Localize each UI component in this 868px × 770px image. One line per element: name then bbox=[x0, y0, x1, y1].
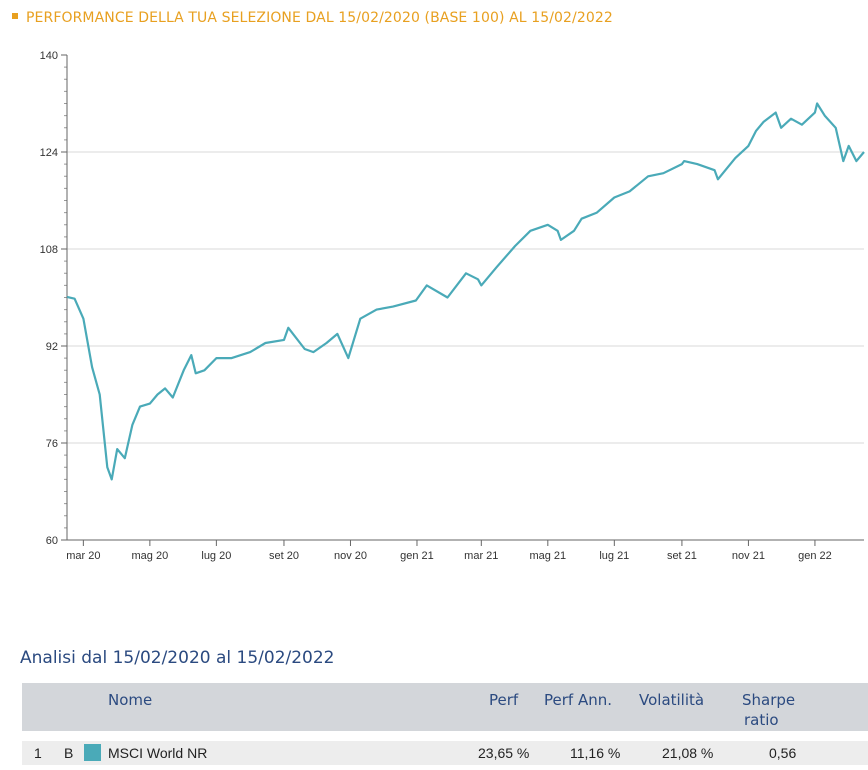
column-header-sharpe-ratio: ratio bbox=[744, 711, 779, 729]
row-perf-ann: 11,16 % bbox=[570, 745, 621, 761]
title-bullet-icon bbox=[12, 13, 18, 19]
row-name: MSCI World NR bbox=[108, 745, 208, 761]
x-tick-label: nov 20 bbox=[334, 550, 367, 562]
x-tick-label: mar 21 bbox=[464, 550, 498, 562]
row-letter: B bbox=[64, 745, 74, 761]
column-header-name[interactable]: Nome bbox=[108, 691, 153, 709]
analysis-title: Analisi dal 15/02/2020 al 15/02/2022 bbox=[20, 648, 335, 668]
column-header-perf[interactable]: Perf bbox=[489, 691, 519, 709]
table-row[interactable]: 1 B MSCI World NR 23,65 % 11,16 % 21,08 … bbox=[22, 741, 868, 765]
chart-title-text: PERFORMANCE DELLA TUA SELEZIONE DAL 15/0… bbox=[26, 10, 613, 26]
y-tick-label: 92 bbox=[46, 341, 58, 353]
y-tick-label: 124 bbox=[40, 147, 58, 159]
row-sharpe: 0,56 bbox=[769, 745, 797, 761]
y-tick-label: 140 bbox=[40, 50, 58, 62]
row-volatility: 21,08 % bbox=[662, 745, 714, 761]
y-tick-label: 60 bbox=[46, 535, 58, 547]
y-tick-label: 108 bbox=[40, 244, 58, 256]
x-tick-label: lug 20 bbox=[201, 550, 231, 562]
column-header-volatility[interactable]: Volatilità bbox=[639, 691, 705, 709]
chart-title: PERFORMANCE DELLA TUA SELEZIONE DAL 15/0… bbox=[12, 10, 613, 26]
series-layer bbox=[66, 102, 865, 481]
x-tick-label: mag 21 bbox=[529, 550, 566, 562]
x-tick-label: set 21 bbox=[667, 550, 697, 562]
axis-layer: 140 124 108 92 76 60 mar 20 mag 20 lug 20 set 20 n… bbox=[40, 50, 864, 562]
x-tick-label: nov 21 bbox=[732, 550, 765, 562]
performance-line-chart: 140 124 108 92 76 60 mar 20 mag 20 lug 20 set 20 n… bbox=[40, 50, 865, 562]
row-perf: 23,65 % bbox=[478, 745, 530, 761]
y-tick-label: 76 bbox=[46, 438, 58, 450]
grid-layer bbox=[67, 151, 864, 444]
x-tick-label: set 20 bbox=[269, 550, 299, 562]
column-header-perf-ann[interactable]: Perf Ann. bbox=[544, 691, 612, 709]
row-index: 1 bbox=[34, 745, 42, 761]
series-color-swatch bbox=[84, 744, 101, 761]
x-tick-label: gen 21 bbox=[400, 550, 434, 562]
analysis-table-header: Nome Perf Perf Ann. Volatilità Sharpe ra… bbox=[22, 683, 868, 731]
series-line bbox=[66, 102, 865, 481]
column-header-sharpe[interactable]: Sharpe bbox=[742, 691, 796, 709]
x-tick-label: gen 22 bbox=[798, 550, 832, 562]
x-tick-label: lug 21 bbox=[599, 550, 629, 562]
x-tick-label: mag 20 bbox=[132, 550, 169, 562]
x-tick-label: mar 20 bbox=[66, 550, 100, 562]
